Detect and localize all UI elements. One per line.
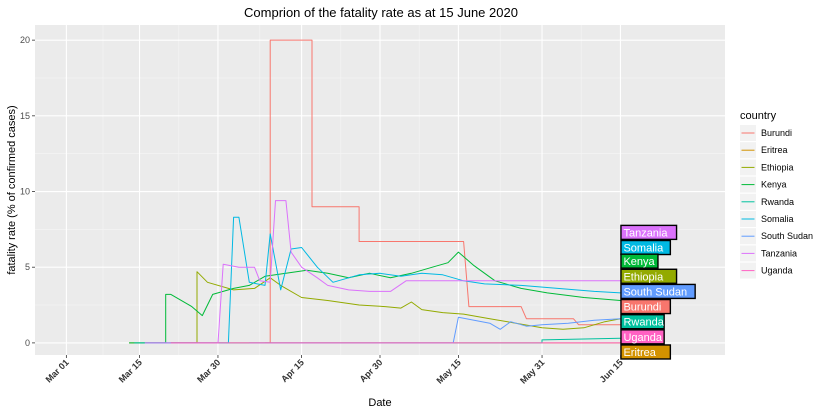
x-tick-label: Apr 15 — [279, 357, 306, 384]
series-line-kenya — [129, 251, 621, 344]
x-tick-label: May 31 — [518, 357, 546, 385]
legend: country Burundi Eritrea Ethiopia Kenya Rwand… — [740, 110, 813, 279]
legend-label: Uganda — [761, 266, 793, 276]
x-tick-label: May 15 — [435, 357, 463, 385]
y-tick-label: 10 — [20, 187, 30, 197]
series-line-burundi — [265, 39, 621, 344]
series-line-tanzania — [144, 200, 621, 344]
legend-label: South Sudan — [761, 231, 813, 241]
end-label-box — [620, 253, 659, 269]
y-tick-label: 0 — [25, 338, 30, 348]
legend-label: Ethiopia — [761, 162, 794, 172]
end-label-box — [620, 224, 678, 241]
y-tick-label: 15 — [20, 111, 30, 121]
legend-label: Tanzania — [761, 248, 797, 258]
y-axis-ticks: 0 5 10 15 20 — [20, 35, 35, 348]
legend-label: Eritrea — [761, 145, 788, 155]
end-label-ethiopia: Ethiopia — [623, 271, 664, 283]
x-tick-label: Jun 15 — [598, 357, 625, 384]
end-label-uganda: Uganda — [623, 332, 662, 344]
end-label-eritrea: Eritrea — [623, 347, 656, 359]
end-label-rwanda: Rwanda — [623, 317, 664, 329]
legend-label: Rwanda — [761, 197, 794, 207]
series-line-somalia — [144, 216, 621, 344]
end-label-box — [620, 329, 665, 345]
chart-title: Comprion of the fatality rate as at 15 J… — [244, 5, 518, 20]
y-tick-label: 5 — [25, 262, 30, 272]
end-label-somalia: Somalia — [623, 243, 664, 255]
y-tick-label: 20 — [20, 35, 30, 45]
x-tick-label: Mar 01 — [44, 357, 71, 384]
legend-label: Somalia — [761, 214, 794, 224]
legend-title: country — [740, 110, 777, 122]
end-label-box — [620, 344, 672, 360]
x-tick-label: Mar 15 — [117, 357, 144, 384]
x-axis-ticks: Mar 01 Mar 15 Mar 30 Apr 15 Apr 30 May 15 May … — [44, 355, 625, 386]
series-lines — [129, 39, 621, 344]
y-axis-title: fatality rate (% of confirmed cases) — [6, 105, 18, 274]
series-line-south-sudan — [249, 316, 621, 344]
x-tick-label: Mar 30 — [195, 357, 222, 384]
end-label-box — [620, 313, 665, 330]
end-label-kenya: Kenya — [623, 256, 655, 268]
series-line-ethiopia — [129, 271, 621, 344]
end-label-tanzania: Tanzania — [623, 227, 668, 239]
legend-label: Kenya — [761, 180, 787, 190]
end-label-south-sudan: South Sudan — [623, 286, 687, 298]
end-label-box — [620, 298, 672, 315]
x-tick-label: Apr 30 — [358, 357, 385, 384]
legend-label: Burundi — [761, 128, 792, 138]
end-label-burundi: Burundi — [623, 302, 661, 314]
end-label-box — [620, 268, 678, 284]
end-label-box — [620, 283, 696, 300]
grid-lines — [35, 25, 725, 355]
x-axis-title: Date — [368, 397, 391, 409]
